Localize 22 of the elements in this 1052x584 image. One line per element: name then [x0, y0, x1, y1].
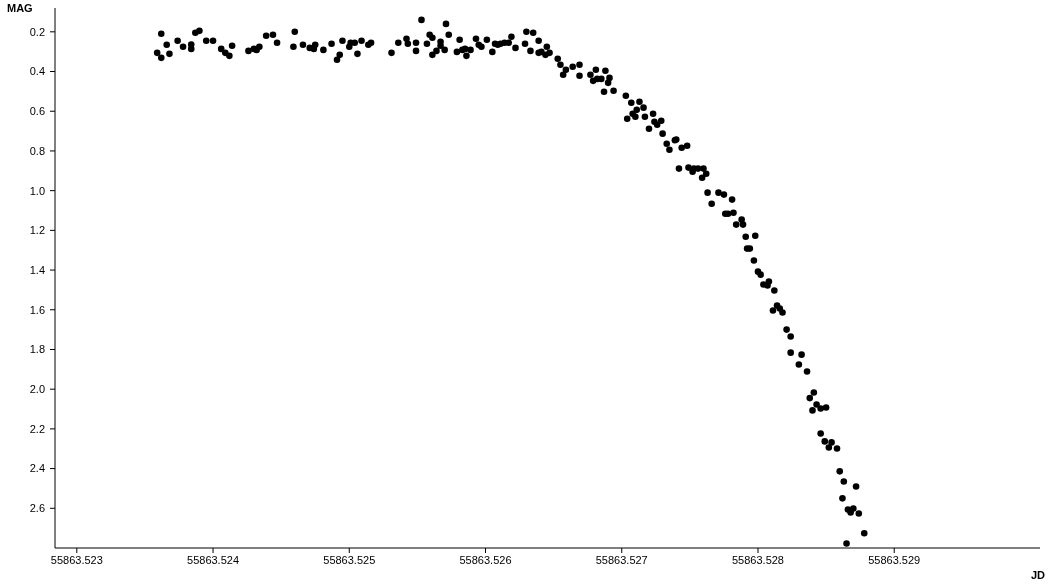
y-tick-label: 0.6 — [29, 105, 45, 118]
y-tick-label: 2.6 — [29, 502, 45, 515]
x-tick-label: 55863.527 — [595, 553, 648, 566]
y-tick-label: 0.8 — [29, 144, 45, 157]
y-tick-label: 1.4 — [29, 263, 45, 276]
y-tick-label: 0.4 — [29, 65, 45, 78]
y-tick-label: 2.2 — [29, 422, 45, 435]
x-tick-label: 55863.525 — [323, 553, 376, 566]
y-tick-label: 2.0 — [29, 383, 45, 396]
x-tick-label: 55863.526 — [459, 553, 512, 566]
y-tick-label: 0.2 — [29, 25, 45, 38]
x-tick-label: 55863.529 — [868, 553, 921, 566]
x-tick-label: 55863.524 — [187, 553, 240, 566]
y-tick-label: 1.0 — [29, 184, 45, 197]
y-tick-label: 2.4 — [29, 462, 45, 475]
x-tick-label: 55863.528 — [731, 553, 784, 566]
y-tick-label: 1.6 — [29, 303, 45, 316]
y-axis-title: MAG — [7, 2, 33, 15]
y-tick-label: 1.2 — [29, 224, 45, 237]
x-axis-title: JD — [1030, 569, 1045, 582]
y-tick-label: 1.8 — [29, 343, 45, 356]
x-tick-label: 55863.523 — [50, 553, 103, 566]
